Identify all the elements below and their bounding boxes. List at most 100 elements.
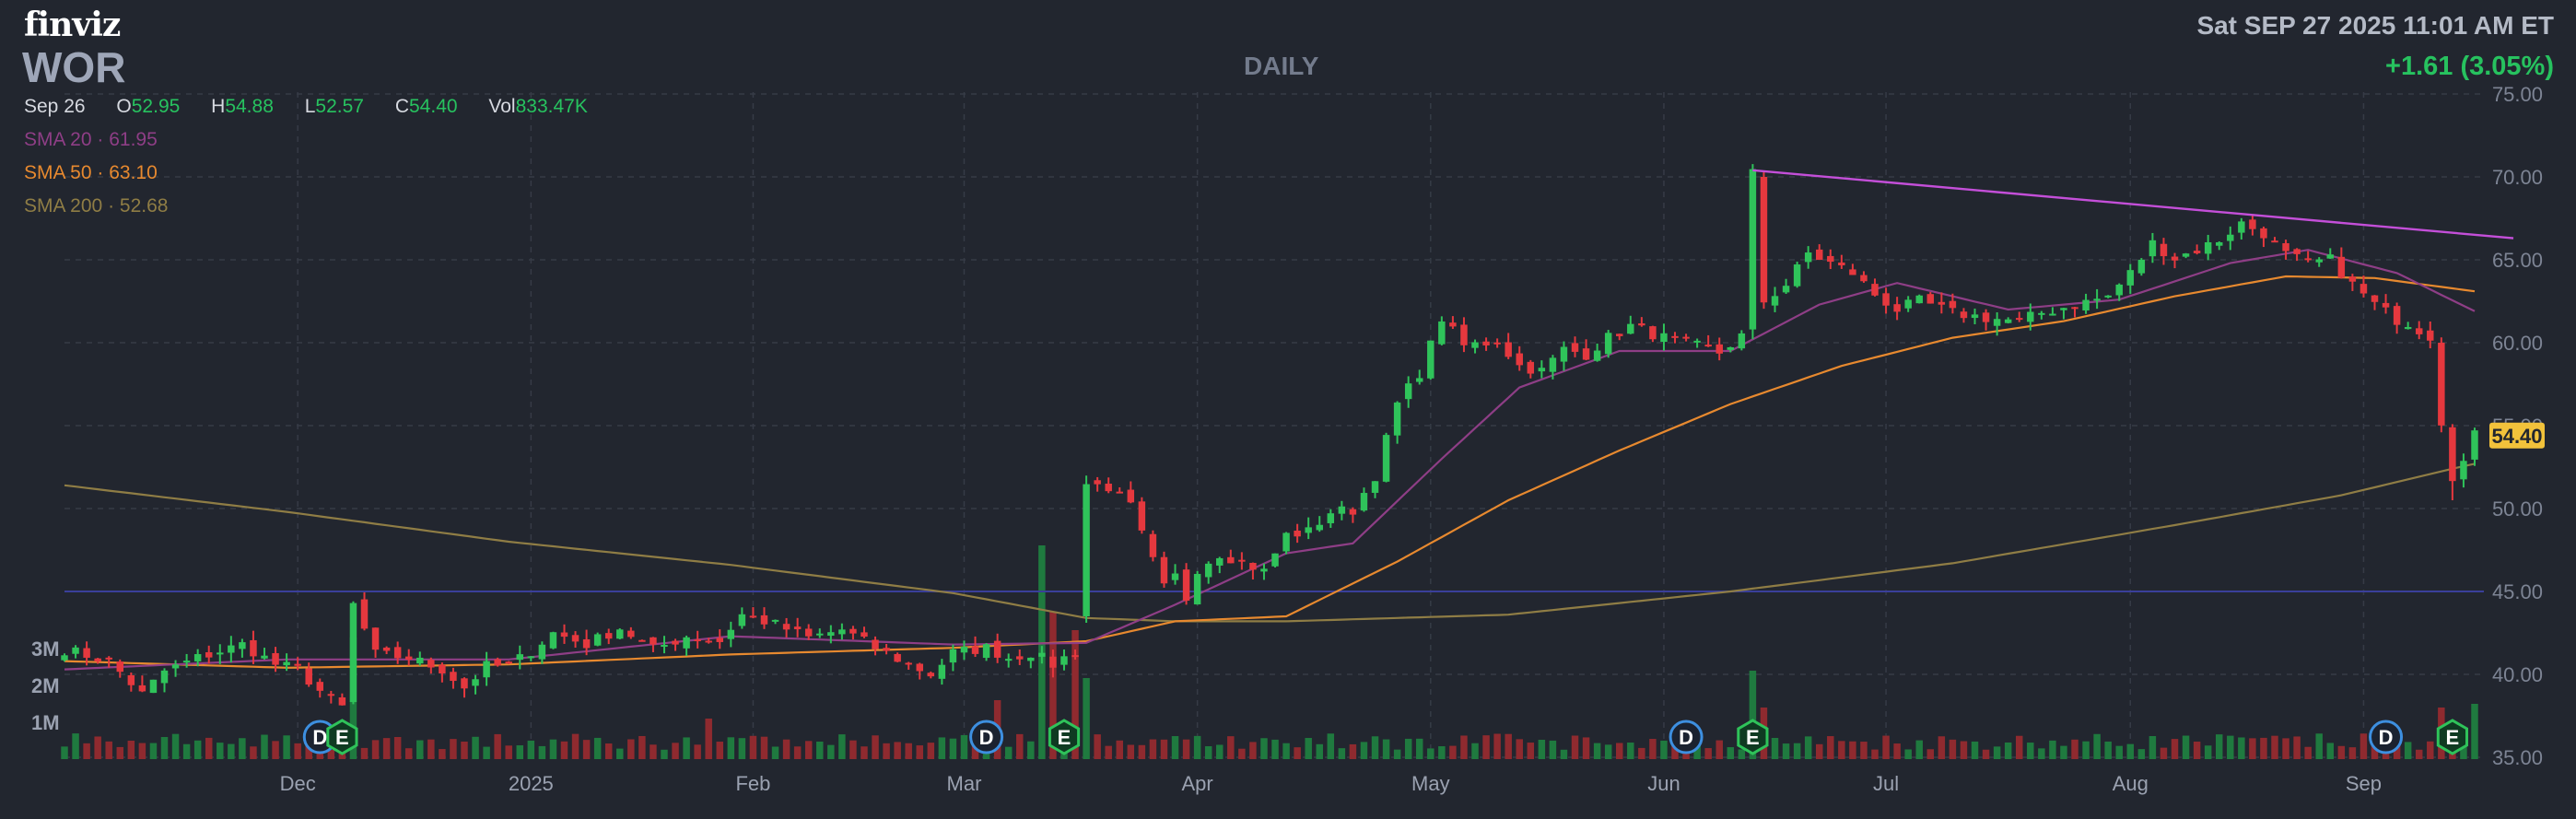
candle: [2427, 330, 2434, 341]
x-axis: Dec 2025 Feb Mar Apr May Jun Jul Aug Sep: [280, 772, 2382, 795]
close-value: 54.40: [409, 96, 458, 117]
dividend-marker[interactable]: D: [1669, 720, 1704, 755]
candle: [2182, 253, 2190, 257]
volume-bar: [1882, 735, 1890, 759]
volume-bar: [593, 737, 602, 759]
x-tick-label: Aug: [2113, 772, 2149, 795]
candle: [1582, 348, 1590, 360]
candle: [1138, 501, 1146, 531]
earnings-marker[interactable]: E: [1048, 719, 1081, 755]
volume-bar: [1316, 743, 1323, 759]
candle: [804, 628, 813, 637]
volume-bar: [2193, 741, 2201, 759]
volume-bar: [1816, 743, 1823, 759]
volume-bar: [927, 743, 935, 759]
candle: [1027, 657, 1035, 661]
volume-bar: [2371, 743, 2379, 759]
candle: [2126, 270, 2135, 286]
volume-bar: [2093, 733, 2101, 759]
candle: [2382, 302, 2390, 308]
candle: [116, 661, 124, 673]
candle: [1782, 286, 1790, 293]
volume-bar: [1804, 736, 1812, 759]
candle: [2471, 430, 2478, 460]
dividend-marker[interactable]: D: [969, 720, 1004, 755]
candle: [404, 656, 413, 661]
volume-bar: [1960, 741, 1968, 759]
finviz-logo[interactable]: finviz: [24, 6, 121, 44]
volume-bar: [771, 746, 779, 759]
candle: [1060, 656, 1068, 665]
volume-bar: [549, 739, 557, 759]
candle: [505, 661, 512, 664]
candle: [1938, 301, 1946, 305]
candle: [83, 648, 90, 658]
earnings-marker[interactable]: E: [2436, 719, 2468, 755]
volume-bar: [193, 740, 202, 759]
volume-bar: [2149, 735, 2157, 759]
volume-bar: [2260, 737, 2267, 759]
volume-bar: [1238, 748, 1246, 759]
candle: [1338, 506, 1346, 514]
candle: [160, 670, 169, 684]
candle: [2115, 284, 2123, 296]
candle: [472, 679, 479, 686]
candle: [971, 646, 979, 654]
candle: [1238, 559, 1246, 562]
volume-bar: [1349, 743, 1357, 759]
candle: [1349, 509, 1357, 515]
candle: [1715, 344, 1723, 354]
candle: [2215, 242, 2223, 246]
volume-bar: [1838, 741, 1845, 759]
candle: [1704, 345, 1712, 347]
candle: [1416, 378, 1423, 382]
candle: [782, 624, 790, 630]
volume-bar: [949, 738, 957, 759]
sma200-value: 52.68: [119, 195, 169, 216]
candle: [538, 644, 546, 660]
dividend-marker[interactable]: D: [2369, 720, 2404, 755]
candle: [1804, 252, 1812, 263]
candle: [461, 678, 468, 689]
sma20-legend[interactable]: SMA 20 · 61.95: [24, 129, 158, 150]
candle: [439, 664, 446, 673]
volume-bar: [1094, 734, 1101, 759]
candle: [661, 645, 668, 648]
candle: [872, 639, 879, 649]
candle: [1838, 262, 1845, 266]
volume-bar: [2027, 743, 2034, 759]
volume-bar: [2038, 748, 2045, 759]
volume-bar: [1949, 739, 1957, 759]
volume-bar: [2204, 745, 2212, 759]
volume-bar: [450, 739, 457, 759]
sma200-legend[interactable]: SMA 200 · 52.68: [24, 195, 169, 216]
volume-bar: [505, 745, 512, 759]
volume-bar: [1915, 740, 1923, 759]
candle: [727, 629, 735, 639]
sma50-legend[interactable]: SMA 50 · 63.10: [24, 162, 158, 183]
volume-bar: [849, 740, 857, 759]
volume-bar: [2427, 741, 2434, 759]
candle: [927, 673, 935, 677]
event-label: D: [979, 726, 994, 749]
earnings-marker[interactable]: E: [1737, 719, 1769, 755]
volume-bar: [1593, 743, 1601, 759]
candle: [1971, 314, 1979, 319]
volume-bar: [1549, 740, 1557, 759]
volume-bar: [1738, 749, 1746, 759]
volume-bar: [516, 745, 524, 759]
chart-grid: [64, 92, 2484, 758]
candle: [749, 615, 757, 618]
earnings-marker[interactable]: E: [326, 719, 358, 755]
volume-bar: [1371, 736, 1379, 759]
volume-bar: [1027, 741, 1035, 759]
volume-bar: [2348, 747, 2357, 759]
candle: [582, 638, 591, 649]
candle: [1816, 249, 1823, 261]
candle: [1793, 264, 1801, 287]
candle: [1127, 489, 1135, 503]
candle: [1216, 557, 1224, 566]
candle: [228, 645, 235, 653]
